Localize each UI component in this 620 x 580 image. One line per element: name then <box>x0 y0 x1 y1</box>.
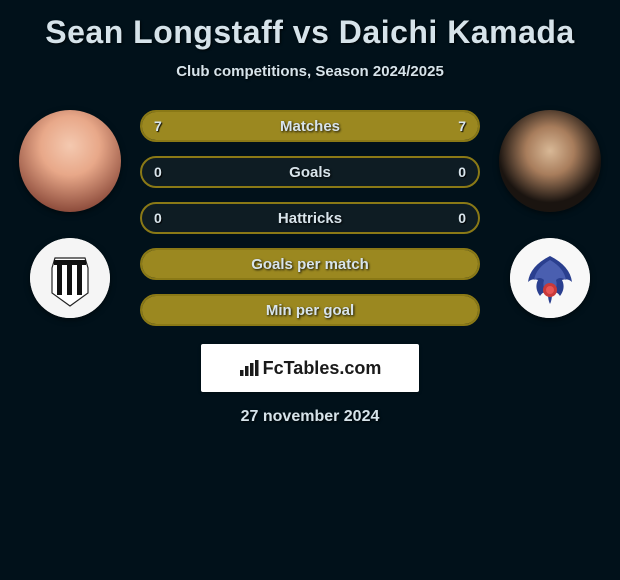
page-title: Sean Longstaff vs Daichi Kamada <box>45 14 574 51</box>
stat-value-right: 7 <box>458 118 466 134</box>
chart-icon <box>239 359 259 377</box>
player-photo-left <box>19 110 121 212</box>
right-column <box>490 110 610 318</box>
stat-label: Goals <box>289 164 331 181</box>
subtitle: Club competitions, Season 2024/2025 <box>176 63 444 80</box>
brand-text: FcTables.com <box>263 358 382 379</box>
stat-bar: Min per goal <box>140 294 480 326</box>
stat-bar: 0 0 Hattricks <box>140 202 480 234</box>
brand-box: FcTables.com <box>201 344 419 392</box>
stat-value-left: 7 <box>154 118 162 134</box>
stat-label: Min per goal <box>266 302 354 319</box>
stat-bar: 0 0 Goals <box>140 156 480 188</box>
stat-bar: Goals per match <box>140 248 480 280</box>
stat-label: Matches <box>280 118 340 135</box>
club-logo-left <box>30 238 110 318</box>
club-logo-right <box>510 238 590 318</box>
stat-bar: 7 7 Matches <box>140 110 480 142</box>
stat-value-left: 0 <box>154 210 162 226</box>
comparison-panel: 7 7 Matches 0 0 Goals 0 0 Hattricks Goals per mat… <box>0 110 620 326</box>
left-column <box>10 110 130 318</box>
player-photo-right <box>499 110 601 212</box>
date-label: 27 november 2024 <box>241 408 380 426</box>
stat-label: Hattricks <box>278 210 342 227</box>
stat-value-right: 0 <box>458 164 466 180</box>
stat-label: Goals per match <box>251 256 369 273</box>
stat-value-right: 0 <box>458 210 466 226</box>
stat-value-left: 0 <box>154 164 162 180</box>
stats-column: 7 7 Matches 0 0 Goals 0 0 Hattricks Goals per mat… <box>140 110 480 326</box>
